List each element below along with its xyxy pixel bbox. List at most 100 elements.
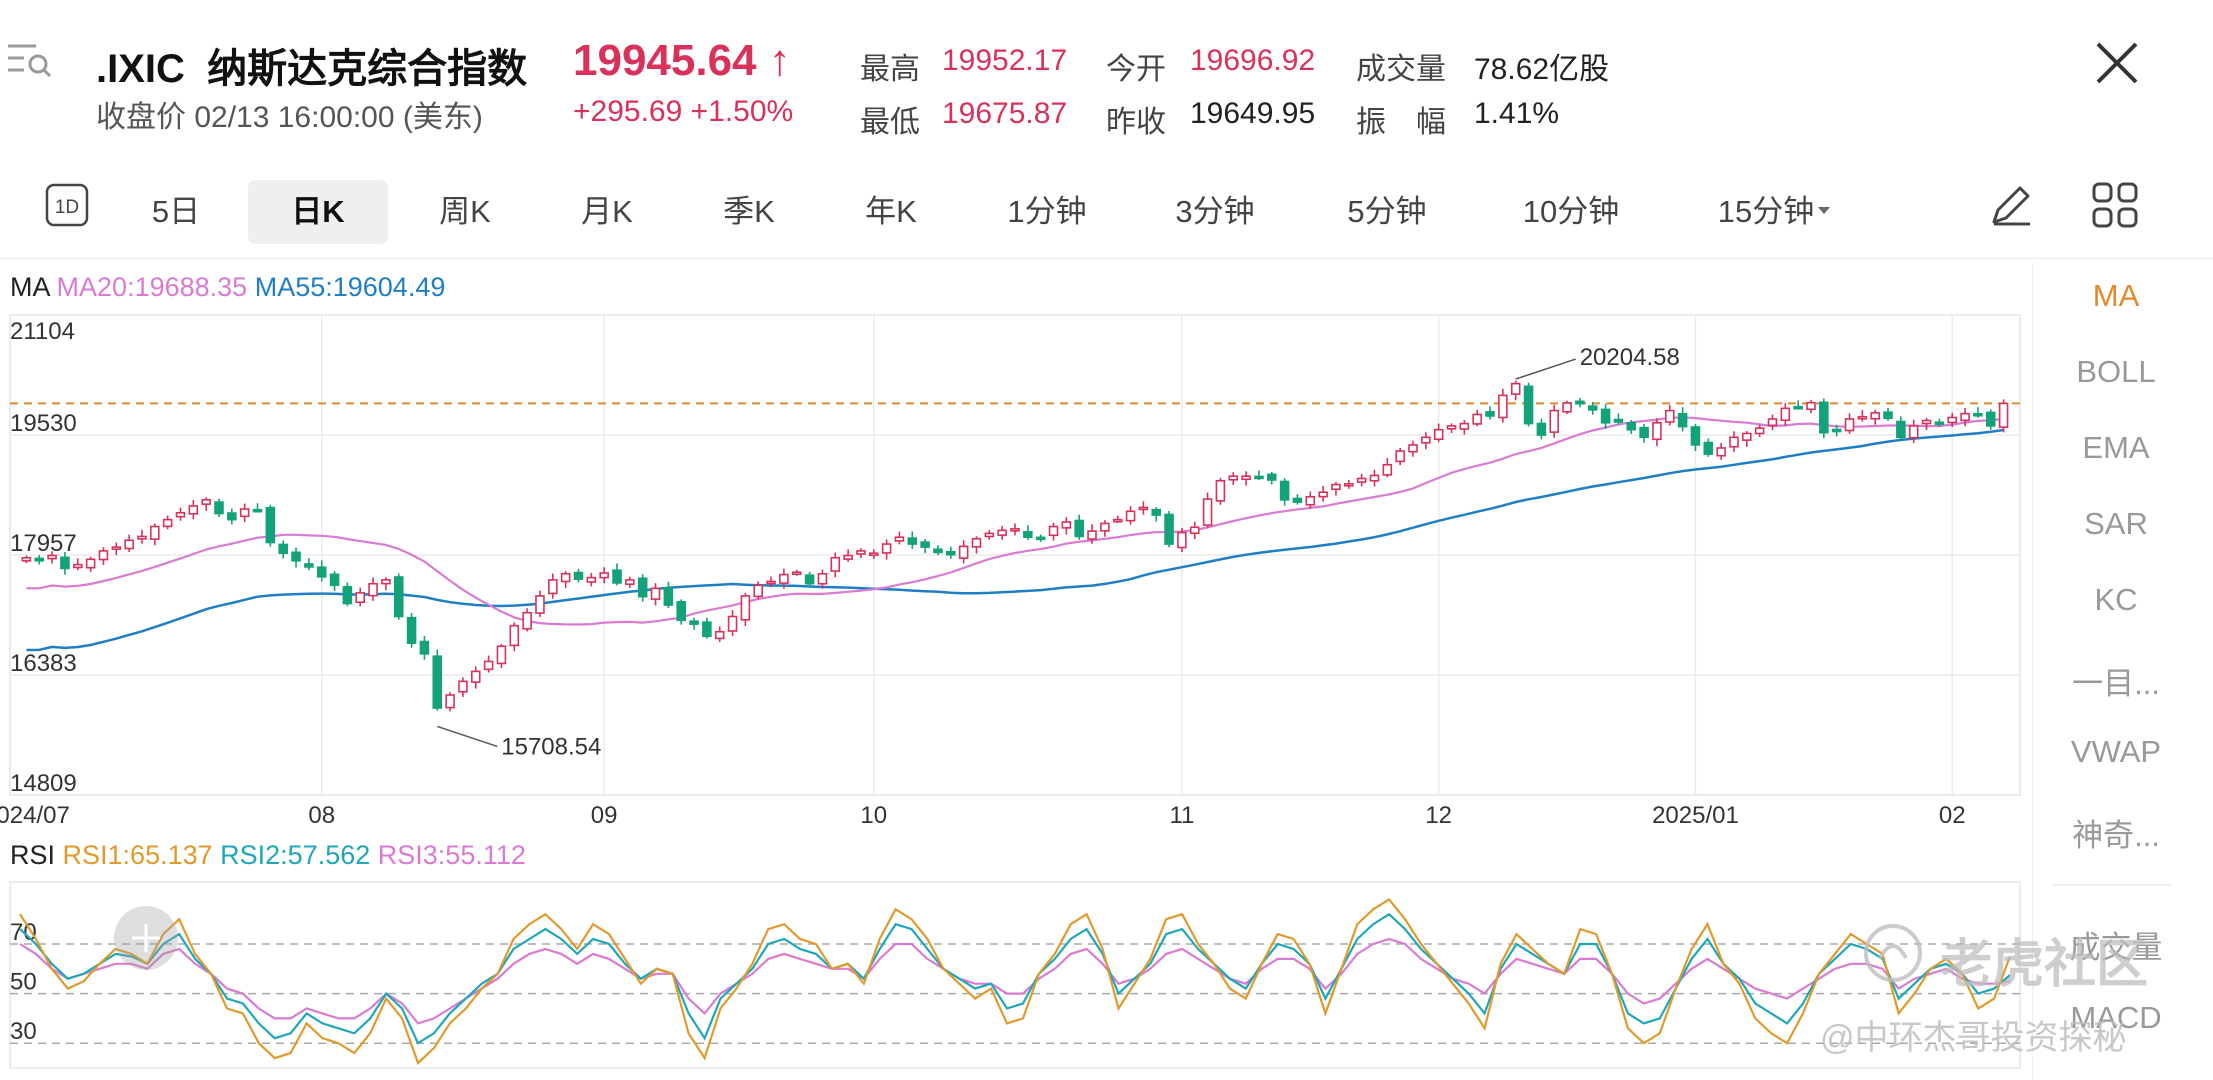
candle-up (560, 572, 571, 583)
candle-up (470, 670, 481, 683)
indicator-macd[interactable]: MACD (2070, 1000, 2162, 1035)
candle-up (1421, 436, 1431, 444)
tab-monthly-k[interactable]: 月K (581, 194, 633, 229)
indicator-ma[interactable]: MA (2092, 278, 2140, 313)
candle-down (663, 587, 674, 606)
tab-15min[interactable]: 15分钟 (1717, 194, 1815, 229)
candle-down (1575, 400, 1585, 405)
candle-up (150, 525, 160, 540)
candle-up (1870, 412, 1880, 420)
y-tick-label: 17957 (10, 530, 77, 557)
candle-up (740, 595, 751, 621)
crosshair-plus-icon[interactable] (114, 906, 178, 970)
candle-up (1754, 427, 1765, 435)
candle-up (830, 556, 841, 572)
candle-down (1831, 428, 1842, 433)
candle-up (1215, 479, 1226, 502)
candle-up (522, 611, 532, 630)
close-icon[interactable] (2092, 38, 2142, 88)
candle-up (1844, 418, 1855, 432)
rsi1-line (19, 897, 2012, 1065)
stat-value-open: 19696.92 (1190, 44, 1316, 77)
rsi-frame (9, 881, 2021, 1069)
stat-value-prev-close: 19649.95 (1190, 97, 1316, 130)
candle-down (278, 543, 288, 555)
grid-layout-icon[interactable] (2090, 180, 2140, 230)
tab-10min[interactable]: 10分钟 (1522, 194, 1620, 229)
indicator-kc[interactable]: KC (2094, 582, 2138, 617)
y-tick-label: 19530 (10, 410, 77, 437)
tab-1d[interactable]: 1D (44, 182, 90, 228)
candle-down (60, 556, 70, 570)
candle-up (1382, 463, 1393, 476)
candle-up (1664, 409, 1675, 423)
price-change: +295.69 +1.50% (573, 95, 793, 129)
candle-down (406, 616, 417, 644)
candle-up (239, 508, 250, 518)
candle-up (21, 556, 32, 562)
candle-up (1562, 402, 1572, 413)
tab-5d[interactable]: 5日 (151, 194, 201, 229)
indicator-boll[interactable]: BOLL (2076, 354, 2156, 389)
ma55-legend: MA55:19604.49 (254, 272, 446, 302)
stat-label-high: 最高 (860, 53, 920, 86)
tab-1min[interactable]: 1分钟 (1007, 194, 1087, 229)
candle-up (137, 535, 147, 540)
draw-pen-icon[interactable] (1986, 180, 2036, 230)
tab-yearly-k[interactable]: 年K (865, 194, 917, 229)
candle-up (548, 579, 558, 595)
candle-down (1035, 536, 1046, 541)
tab-daily-k[interactable]: 日K (248, 180, 388, 244)
x-tick-label: 08 (308, 802, 335, 829)
tab-3min[interactable]: 3分钟 (1175, 194, 1255, 229)
candle-up (1767, 418, 1778, 427)
indicator-ema[interactable]: EMA (2082, 430, 2150, 465)
candle-up (1729, 436, 1739, 448)
candle-up (817, 572, 828, 585)
candle-down (1164, 513, 1174, 545)
tab-5min[interactable]: 5分钟 (1347, 194, 1427, 229)
candle-down (1677, 413, 1688, 428)
candle-up (1241, 475, 1251, 481)
candle-up (47, 554, 57, 560)
stat-label-open: 今开 (1106, 53, 1166, 86)
candle-down (804, 574, 815, 585)
candle-up (586, 576, 597, 583)
stat-value-amplitude: 1.41% (1474, 97, 1560, 130)
candle-up (509, 624, 520, 647)
candlestick-chart[interactable]: 21104 19530 17957 16383 14809 2024/07 08 09 10 11… (0, 300, 2030, 840)
x-tick-label: 02 (1939, 802, 1966, 829)
close-label: 收盘价 (96, 101, 186, 134)
stat-label-volume: 成交量 (1356, 53, 1446, 86)
candle-down (304, 563, 314, 568)
indicator-magic[interactable]: 神奇... (2072, 818, 2160, 853)
candle-up (1061, 521, 1072, 529)
candle-up (791, 571, 802, 576)
indicator-vwap[interactable]: VWAP (2070, 734, 2162, 769)
candle-up (1318, 491, 1328, 498)
menu-search-icon[interactable] (6, 38, 54, 82)
candle-up (1780, 407, 1791, 422)
candle-up (1125, 510, 1136, 522)
chevron-down-icon[interactable] (1816, 204, 1832, 216)
candle-up (856, 550, 866, 555)
candle-up (868, 552, 879, 557)
candle-up (1908, 425, 1919, 439)
candle-up (98, 550, 109, 561)
candle-down (227, 512, 237, 521)
indicator-ichimoku[interactable]: 一目... (2072, 666, 2160, 701)
x-tick-label: 2024/07 (0, 802, 70, 829)
candle-down (1151, 508, 1162, 516)
candle-up (1395, 450, 1405, 463)
candle-up (1138, 506, 1149, 511)
tab-quarterly-k[interactable]: 季K (723, 194, 775, 229)
indicator-volume[interactable]: 成交量 (2069, 930, 2163, 965)
candle-up (753, 584, 764, 598)
candle-up (1010, 528, 1020, 532)
candle-up (1921, 419, 1932, 425)
indicator-sar[interactable]: SAR (2084, 506, 2148, 541)
candle-down (689, 620, 699, 625)
rsi2-legend: RSI2:57.562 (220, 840, 371, 870)
tab-weekly-k[interactable]: 周K (439, 194, 491, 229)
